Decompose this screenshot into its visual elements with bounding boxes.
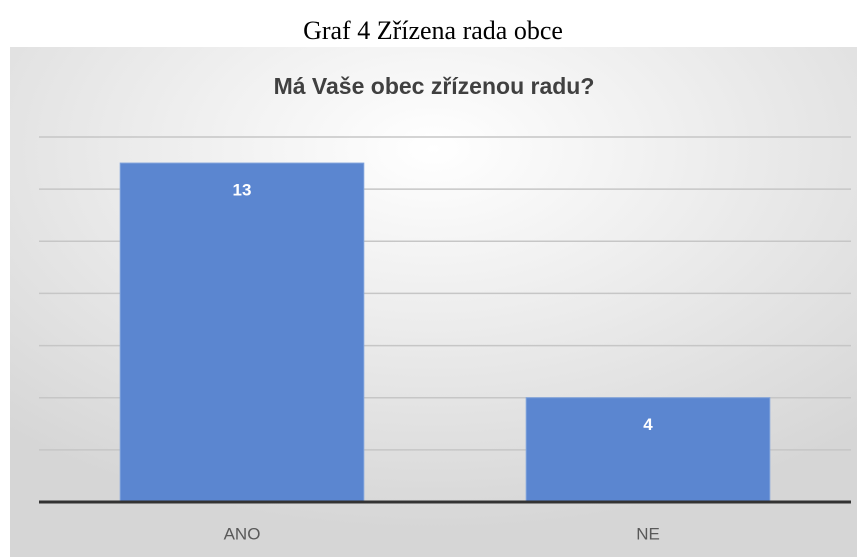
bar <box>119 162 365 503</box>
caption: Graf 4 Zřízena rada obce <box>303 16 563 45</box>
x-tick-label: NE <box>636 524 660 543</box>
chart-title: Má Vaše obec zřízenou radu? <box>274 73 595 99</box>
data-label: 4 <box>643 415 653 434</box>
bar <box>525 397 771 503</box>
x-tick-label: ANO <box>224 524 261 543</box>
data-label: 13 <box>233 181 252 200</box>
